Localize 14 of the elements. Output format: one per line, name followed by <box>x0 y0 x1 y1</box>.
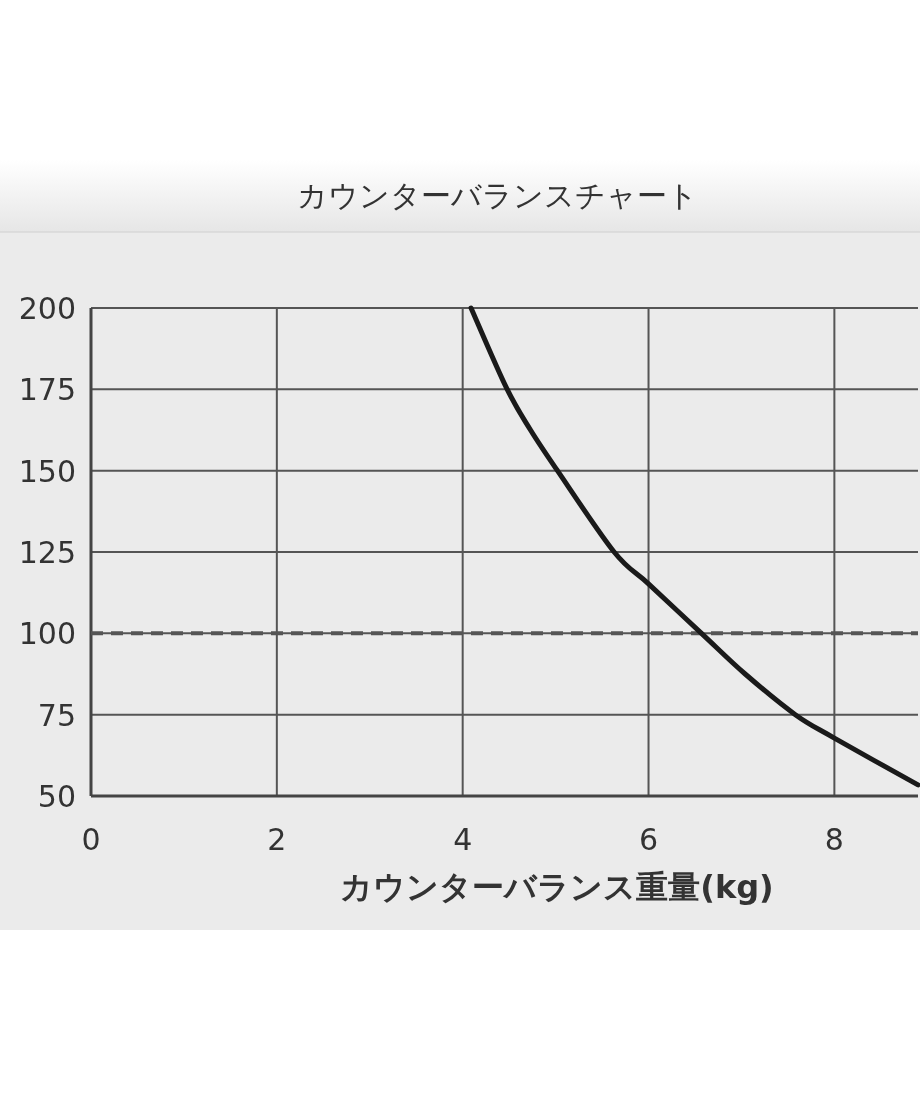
chart-title: カウンターバランスチャート <box>296 178 698 213</box>
x-tick-label: 6 <box>638 822 659 857</box>
y-tick-label: 125 <box>18 535 76 570</box>
y-tick-label: 150 <box>18 453 76 489</box>
y-tick-label: 50 <box>37 779 76 814</box>
y-tick-label: 200 <box>18 291 76 326</box>
x-tick-label: 0 <box>81 822 101 857</box>
y-tick-label: 175 <box>18 372 76 408</box>
x-axis-title: カウンターバランス重量(kg) <box>340 868 774 906</box>
x-tick-label: 8 <box>824 822 844 857</box>
y-tick-label: 75 <box>37 697 76 733</box>
y-tick-label: 100 <box>18 616 76 652</box>
x-tick-label: 2 <box>267 822 287 857</box>
x-tick-label: 4 <box>453 822 473 857</box>
